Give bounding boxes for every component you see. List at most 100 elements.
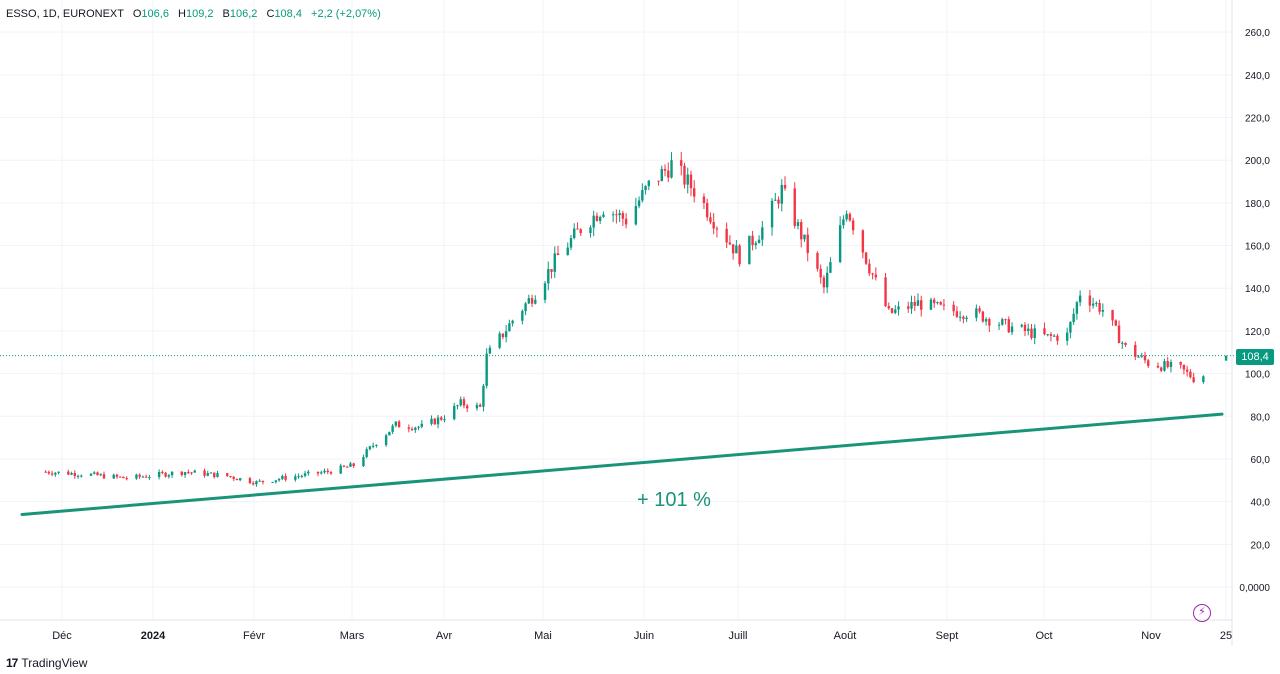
candle-body	[887, 306, 890, 309]
candle-body	[70, 472, 73, 475]
candle	[825, 266, 829, 294]
candle	[488, 345, 492, 355]
candle	[731, 244, 735, 260]
candle-body	[1075, 302, 1079, 314]
candle-body	[112, 474, 115, 479]
candle	[1033, 324, 1036, 345]
candle	[213, 472, 216, 479]
candle-body	[93, 472, 96, 474]
candle	[410, 426, 414, 432]
candle-body	[657, 180, 660, 182]
candle	[1049, 332, 1053, 342]
candle	[770, 197, 774, 236]
candle	[547, 261, 550, 291]
candle-body	[397, 421, 401, 428]
candle-body	[76, 475, 80, 477]
candle-body	[573, 228, 576, 239]
y-axis: 260,0 240,0 220,0 200,0 180,0 160,0 140,0 120,0…	[1231, 0, 1271, 646]
candle-body	[391, 425, 394, 432]
candle-body	[436, 417, 440, 425]
candle	[838, 216, 842, 264]
candle	[485, 348, 488, 389]
candle-body	[73, 472, 77, 477]
candle	[326, 468, 329, 475]
candle	[894, 305, 897, 315]
candle	[637, 196, 641, 209]
x-tick-label: 25	[1220, 630, 1232, 642]
candle-body	[329, 472, 333, 474]
candle-body	[621, 213, 625, 219]
candle	[80, 474, 83, 478]
candle-body	[861, 230, 865, 253]
candle-body	[1169, 362, 1173, 368]
candle-body	[715, 228, 719, 230]
candle-body	[466, 405, 469, 409]
candle-body	[161, 471, 164, 473]
candle-body	[576, 228, 579, 230]
candle	[203, 468, 206, 478]
candle-body	[978, 308, 981, 312]
candle	[226, 473, 229, 477]
candle	[44, 470, 47, 473]
candle-body	[297, 476, 300, 478]
candle-body	[806, 234, 809, 253]
candle-body	[686, 174, 689, 185]
candle	[161, 470, 164, 475]
candle-body	[96, 472, 99, 476]
candle-body	[440, 417, 443, 420]
candle-body	[1056, 335, 1059, 341]
candle-body	[611, 214, 615, 216]
candle	[680, 152, 683, 176]
candle	[861, 229, 865, 259]
candle	[1140, 352, 1143, 359]
candle	[420, 420, 424, 429]
tradingview-logo[interactable]: 17 TradingView	[6, 656, 87, 670]
candle-body	[371, 445, 375, 447]
candle	[1124, 342, 1127, 347]
candle	[277, 478, 281, 482]
candle-body	[1189, 371, 1192, 378]
candle-body	[303, 473, 307, 476]
candle-body	[566, 247, 569, 256]
lightning-icon[interactable]: ⚡	[1193, 604, 1211, 622]
candle	[482, 383, 485, 412]
candle-body	[1030, 328, 1033, 338]
candle	[190, 471, 193, 475]
candle	[1147, 358, 1150, 368]
candle-body	[144, 476, 148, 478]
candle-body	[702, 196, 706, 203]
legend-high-label: H	[178, 8, 186, 20]
candle	[1010, 322, 1014, 336]
candle-body	[874, 274, 878, 278]
candle	[556, 245, 560, 256]
x-tick-label: Juill	[729, 630, 748, 642]
candles	[44, 152, 1228, 487]
candle	[618, 209, 621, 223]
candle	[1001, 317, 1004, 326]
candle-body	[521, 311, 524, 321]
candle	[125, 476, 128, 481]
candle-body	[1078, 295, 1082, 303]
candle	[141, 475, 145, 478]
candle	[57, 471, 60, 475]
candle	[997, 322, 1001, 330]
candle-body	[997, 324, 1001, 326]
candle	[751, 230, 754, 251]
y-tick-label: 60,0	[1251, 455, 1271, 466]
candle	[1192, 372, 1195, 384]
candle	[339, 463, 342, 475]
candle-body	[54, 472, 57, 475]
candle	[709, 212, 712, 225]
candle-body	[637, 200, 641, 207]
candle-body	[1098, 302, 1101, 312]
candle-body	[731, 244, 735, 254]
candle	[550, 269, 553, 279]
candle-body	[157, 471, 161, 477]
candle-body	[894, 309, 897, 313]
candle	[641, 183, 644, 203]
candle-body	[579, 229, 582, 234]
candle-body	[1091, 303, 1095, 306]
candle-body	[420, 423, 424, 427]
candle-body	[47, 471, 51, 474]
